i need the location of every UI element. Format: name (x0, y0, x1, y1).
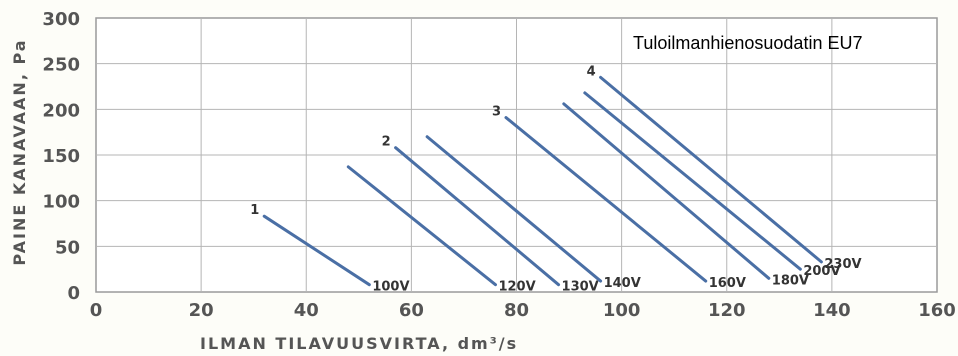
series-label: 230V (824, 257, 861, 272)
x-ticks: 0 20 40 60 80 100 120 140 160 (90, 300, 956, 321)
series-label: 200V (803, 264, 840, 279)
series-label: 100V (372, 280, 409, 295)
curve-number: 1 (250, 203, 259, 218)
y-tick-label: 150 (42, 146, 80, 167)
x-tick-label: 120 (708, 300, 746, 321)
y-tick-label: 0 (67, 283, 80, 304)
series-label: 180V (772, 273, 809, 288)
y-tick-label: 250 (42, 55, 80, 76)
y-tick-label: 300 (42, 9, 80, 30)
series-line (504, 116, 708, 283)
y-tick-label: 100 (42, 192, 80, 213)
x-tick-label: 100 (603, 300, 641, 321)
series-line (562, 102, 771, 280)
series-label: 140V (604, 276, 641, 291)
chart-title: Tuloilmanhienosuodatin EU7 (633, 33, 862, 53)
x-tick-label: 40 (294, 300, 319, 321)
curve-number: 4 (587, 64, 596, 79)
curve-number: 2 (382, 135, 391, 150)
series-line (583, 91, 802, 271)
x-tick-label: 160 (918, 300, 956, 321)
x-tick-label: 0 (90, 300, 103, 321)
x-tick-label: 80 (504, 300, 529, 321)
series-line (425, 135, 603, 283)
x-axis-label: ILMAN TILAVUUSVIRTA, dm³/s (200, 334, 518, 353)
series-label: 120V (498, 280, 535, 295)
curve-number: 3 (492, 105, 501, 120)
series-line (394, 146, 561, 287)
series-label: 160V (709, 276, 746, 291)
y-axis-label: PAINE KANAVAAN, Pa (10, 38, 29, 265)
y-tick-label: 50 (55, 237, 80, 258)
y-tick-label: 200 (42, 100, 80, 121)
y-ticks: 0 50 100 150 200 250 300 (42, 9, 80, 304)
series-line (599, 75, 823, 264)
series-line (346, 165, 497, 287)
x-tick-label: 140 (813, 300, 851, 321)
series-label: 130V (562, 280, 599, 295)
x-tick-label: 60 (399, 300, 424, 321)
series-line (262, 214, 371, 287)
x-tick-label: 20 (189, 300, 214, 321)
